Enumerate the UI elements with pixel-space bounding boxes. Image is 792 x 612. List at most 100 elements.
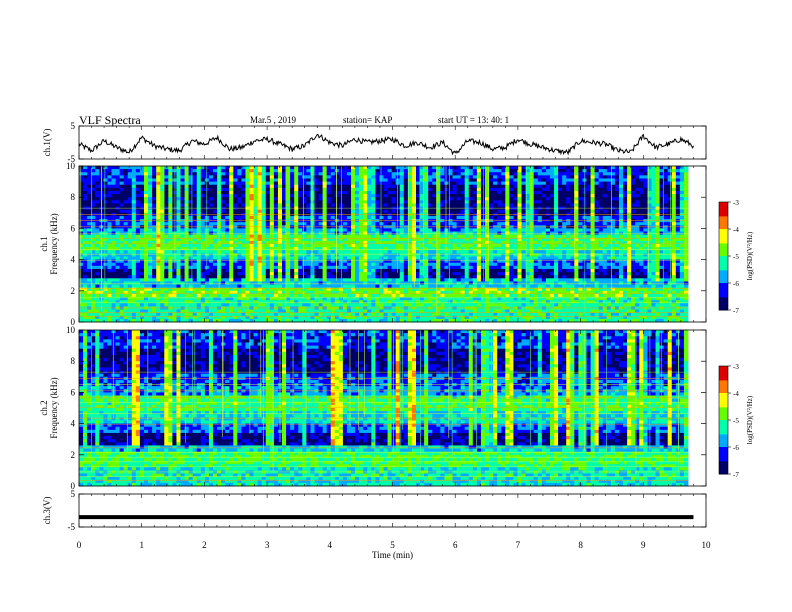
- spectrogram-cell: [342, 172, 348, 176]
- spectrogram-cell: [537, 209, 543, 214]
- spectrogram-cell: [172, 209, 177, 214]
- spectrogram-cell: [420, 231, 425, 236]
- spectrogram-cell: [623, 231, 628, 236]
- spectrogram-cell: [655, 166, 660, 170]
- spectrogram-cell: [152, 209, 157, 214]
- spectrogram-cell: [277, 215, 283, 220]
- spectrogram-cell: [135, 247, 141, 251]
- spectrogram-cell: [131, 203, 137, 207]
- spectrogram-cell: [460, 209, 466, 214]
- spectrogram-cell: [651, 215, 656, 220]
- spectrogram-cell: [562, 262, 567, 267]
- spectrogram-cell: [188, 231, 194, 236]
- spectrogram-cell: [529, 209, 535, 214]
- spectrogram-cell: [667, 200, 673, 204]
- spectrogram-cell: [545, 209, 551, 214]
- spectrogram-cell: [436, 203, 441, 207]
- spectrogram-cell: [675, 234, 681, 239]
- spectrogram-cell: [139, 247, 145, 251]
- spectrogram-cell: [647, 250, 652, 254]
- spectrogram-cell: [298, 244, 303, 248]
- spectrogram-cell: [87, 244, 92, 248]
- spectrogram-cell: [257, 166, 263, 170]
- spectrogram-cell: [586, 253, 591, 257]
- spectrogram-cell: [618, 172, 624, 176]
- spectrogram-cell: [655, 228, 660, 232]
- spectrogram-cell: [326, 259, 332, 264]
- spectrogram-cell: [160, 253, 165, 257]
- spectrogram-cell: [359, 231, 364, 236]
- spectrogram-cell: [424, 231, 429, 236]
- spectrogram-cell: [476, 178, 482, 182]
- spectrogram-cell: [387, 197, 393, 201]
- spectrogram-cell: [598, 250, 604, 254]
- spectrogram-cell: [541, 259, 547, 264]
- spectrogram-cell: [95, 244, 100, 248]
- spectrogram-cell: [505, 262, 510, 267]
- spectrogram-cell: [351, 178, 356, 182]
- spectrogram-cell: [233, 215, 238, 220]
- spectrogram-cell: [107, 250, 112, 254]
- spectrogram-cell: [290, 178, 295, 182]
- spectrogram-cell: [586, 209, 591, 214]
- spectrogram-cell: [302, 262, 307, 267]
- spectrogram-cell: [521, 244, 526, 248]
- spectrogram-cell: [212, 190, 218, 195]
- spectrogram-cell: [152, 228, 157, 232]
- spectrogram-cell: [574, 256, 579, 260]
- spectrogram-cell: [196, 187, 202, 192]
- spectrogram-cell: [558, 256, 563, 260]
- spectrogram-cell: [501, 194, 506, 198]
- spectrogram-cell: [168, 247, 173, 251]
- spectrogram-cell: [241, 262, 246, 267]
- spectrogram-cell: [107, 215, 112, 220]
- spectrogram-cell: [675, 250, 681, 254]
- spectrogram-cell: [602, 169, 608, 173]
- spectrogram-cell: [148, 209, 153, 214]
- spectrogram-cell: [229, 181, 234, 186]
- spectrogram-cell: [237, 190, 242, 195]
- spectrogram-cell: [156, 166, 161, 170]
- spectrogram-cell: [480, 200, 486, 204]
- spectrogram-cell: [91, 215, 96, 220]
- spectrogram-cell: [444, 209, 449, 214]
- spectrogram-cell: [574, 231, 579, 236]
- spectrogram-cell: [379, 187, 384, 192]
- spectrogram-cell: [188, 253, 194, 257]
- spectrogram-cell: [351, 184, 356, 189]
- spectrogram-cell: [115, 244, 120, 248]
- spectrogram-cell: [533, 187, 539, 192]
- spectrogram-cell: [127, 222, 133, 226]
- spectrogram-cell: [253, 166, 259, 170]
- spectrogram-cell: [529, 228, 535, 232]
- spectrogram-cell: [436, 184, 441, 189]
- spectrogram-cell: [367, 240, 372, 245]
- spectrogram-cell: [574, 237, 579, 242]
- spectrogram-cell: [623, 184, 628, 189]
- spectrogram-cell: [574, 178, 579, 182]
- spectrogram-cell: [472, 256, 478, 260]
- spectrogram-cell: [493, 250, 498, 254]
- spectrogram-cell: [306, 228, 311, 232]
- spectrogram-cell: [440, 172, 445, 176]
- spectrogram-cell: [237, 194, 242, 198]
- spectrogram-cell: [152, 244, 157, 248]
- spectrogram-cell: [456, 203, 462, 207]
- spectrogram-cell: [391, 244, 397, 248]
- spectrogram-cell: [525, 259, 531, 264]
- spectrogram-cell: [359, 265, 364, 270]
- spectrogram-cell: [294, 169, 299, 173]
- spectrogram-cell: [143, 247, 149, 251]
- spectrogram-cell: [152, 262, 157, 267]
- spectrogram-cell: [537, 175, 543, 179]
- spectrogram-cell: [87, 231, 92, 236]
- spectrogram-cell: [606, 178, 612, 182]
- spectrogram-cell: [586, 175, 591, 179]
- spectrogram-cell: [351, 203, 356, 207]
- spectrogram-cell: [188, 256, 194, 260]
- spectrogram-cell: [164, 259, 169, 264]
- spectrogram-cell: [298, 209, 303, 214]
- spectrogram-cell: [525, 190, 531, 195]
- spectrogram-cell: [164, 184, 169, 189]
- spectrogram-cell: [635, 181, 640, 186]
